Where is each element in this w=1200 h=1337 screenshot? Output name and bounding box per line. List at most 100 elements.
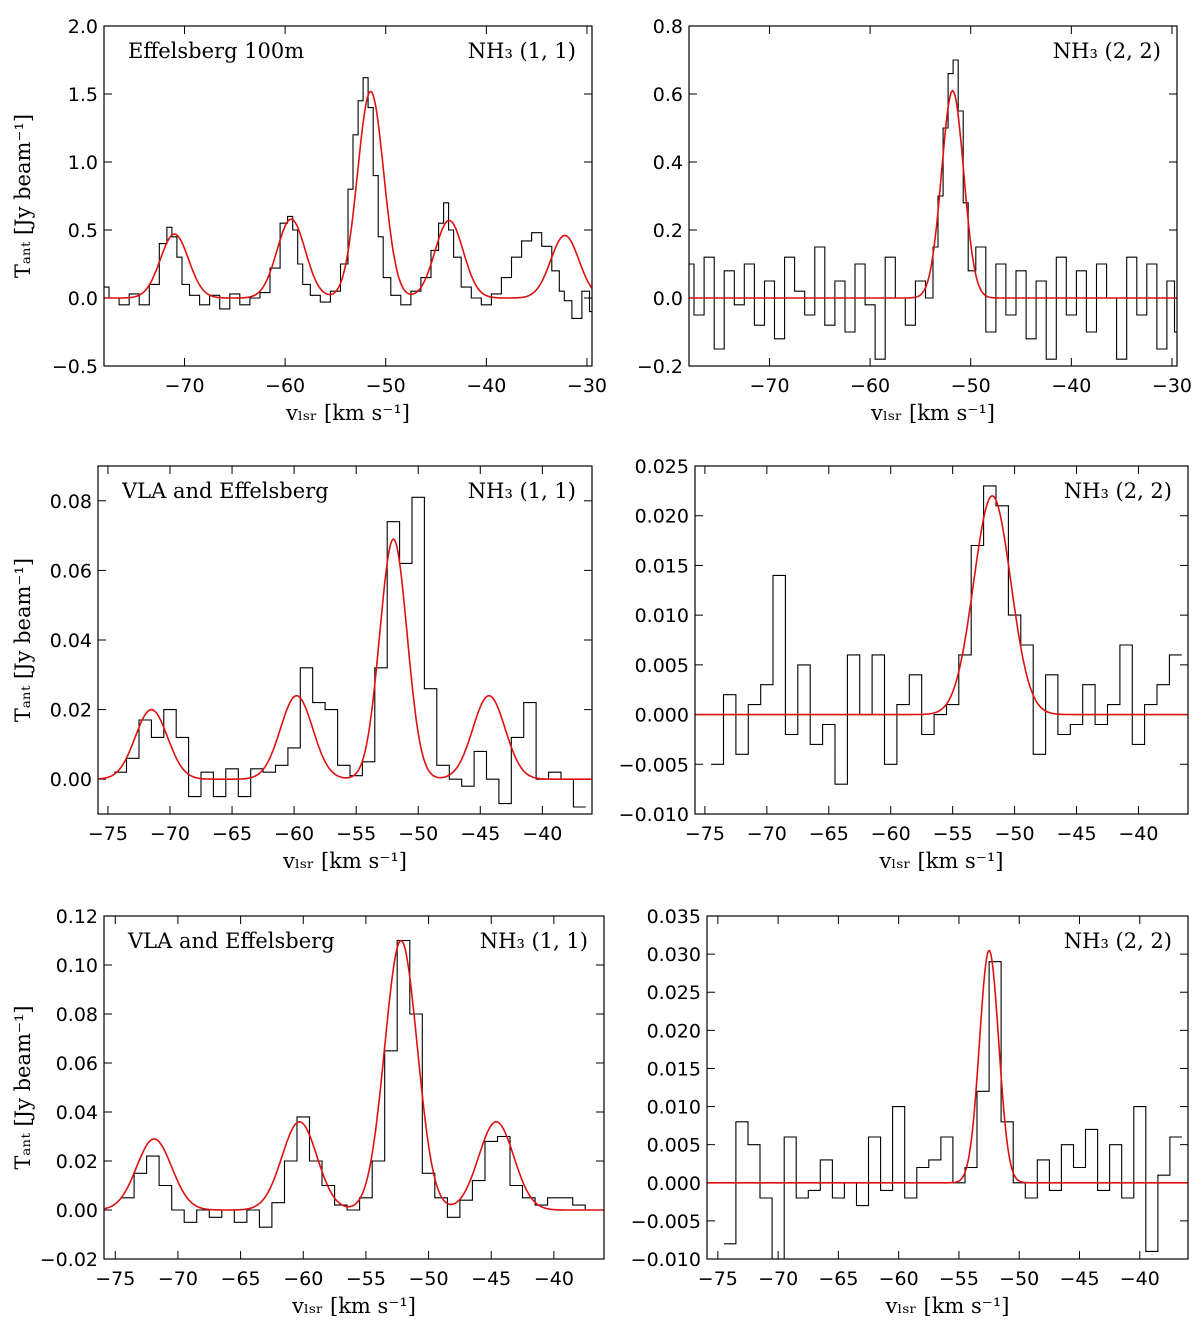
y-tick-label: −0.010 — [631, 1249, 701, 1271]
y-tick-label: 0.8 — [653, 16, 683, 38]
panel-annotation-right: NH₃ (1, 1) — [480, 929, 588, 953]
x-tick-label: −50 — [999, 1268, 1039, 1290]
x-tick-label: −45 — [1056, 823, 1096, 845]
y-tick-label: 0.08 — [56, 1004, 98, 1026]
y-axis-label: Tₐₙₜ [Jy beam⁻¹] — [11, 1005, 35, 1169]
x-tick-label: −60 — [283, 1268, 323, 1290]
panel-5: −75 −70 −65 −60 −55 −50 −45 −40 −0.02 0.00 0.02 0.0… — [11, 906, 605, 1318]
x-tick-label: −70 — [747, 823, 787, 845]
x-tick-label: −40 — [1120, 1268, 1160, 1290]
y-tick-label: 0.025 — [647, 982, 701, 1004]
observed-spectrum — [121, 939, 598, 1228]
plot-frame — [97, 465, 593, 815]
x-tick-label: −70 — [164, 375, 204, 397]
x-tick-label: −65 — [818, 1268, 858, 1290]
y-tick-label: 0.00 — [56, 1200, 98, 1222]
y-tick-label: 0.5 — [68, 220, 98, 242]
x-tick-label: −40 — [534, 1268, 574, 1290]
fit-curve — [104, 939, 604, 1211]
y-tick-label: −0.005 — [619, 754, 689, 776]
observed-spectrum — [723, 961, 1182, 1259]
panel-2: −70 −60 −50 −40 −30 −0.2 0.0 0.2 0.4 0.6 0.8 NH₃ (2… — [637, 16, 1192, 425]
y-tick-label: 0.4 — [653, 152, 683, 174]
x-tick-label: −60 — [265, 375, 305, 397]
x-tick-label: −40 — [522, 823, 562, 845]
y-tick-label: 0.10 — [56, 955, 98, 977]
y-tick-label: 0.030 — [647, 944, 701, 966]
x-tick-label: −60 — [274, 823, 314, 845]
y-tick-label: 0.04 — [56, 1102, 98, 1124]
y-tick-label: 0.000 — [635, 705, 689, 727]
y-tick-label: 0.010 — [635, 605, 689, 627]
x-tick-label: −55 — [939, 1268, 979, 1290]
y-tick-label: 0.06 — [56, 1053, 98, 1075]
panel-annotation-left: VLA and Effelsberg — [121, 479, 329, 503]
x-tick-label: −45 — [460, 823, 500, 845]
x-tick-label: −50 — [951, 375, 991, 397]
panel-4: −75 −70 −65 −60 −55 −50 −45 −40 −0.010 −0.005 0.00… — [619, 456, 1189, 873]
x-tick-label: −65 — [212, 823, 252, 845]
x-tick-label: −70 — [150, 823, 190, 845]
x-tick-label: −45 — [471, 1268, 511, 1290]
x-tick-label: −65 — [809, 823, 849, 845]
x-tick-label: −50 — [995, 823, 1035, 845]
plot-frame — [103, 25, 593, 367]
plot-frame — [688, 25, 1178, 367]
y-tick-label: 0.015 — [647, 1058, 701, 1080]
fit-curve — [104, 90, 592, 299]
panel-annotation-right: NH₃ (1, 1) — [468, 39, 576, 63]
y-tick-label: 0.06 — [50, 560, 92, 582]
x-axis-label: vₗₛᵣ [km s⁻¹] — [282, 849, 407, 873]
panel-annotation-right: NH₃ (2, 2) — [1053, 39, 1161, 63]
observed-spectrum — [114, 496, 586, 808]
x-tick-label: −50 — [366, 375, 406, 397]
y-tick-label: 0.020 — [635, 506, 689, 528]
y-tick-label: 0.005 — [647, 1135, 701, 1157]
x-axis-label: vₗₛᵣ [km s⁻¹] — [885, 1294, 1010, 1318]
x-tick-label: −45 — [1059, 1268, 1099, 1290]
y-tick-label: 0.0 — [68, 288, 98, 310]
y-tick-label: 0.00 — [50, 769, 92, 791]
x-tick-label: −60 — [871, 823, 911, 845]
y-axis-label: Tₐₙₜ [Jy beam⁻¹] — [11, 114, 35, 278]
x-tick-label: −60 — [879, 1268, 919, 1290]
x-tick-label: −75 — [698, 1268, 738, 1290]
x-tick-label: −40 — [1118, 823, 1158, 845]
panel-annotation-left: Effelsberg 100m — [128, 39, 304, 63]
x-tick-label: −40 — [466, 375, 506, 397]
y-tick-label: 0.000 — [647, 1173, 701, 1195]
y-tick-label: 0.0 — [653, 288, 683, 310]
y-tick-label: −0.010 — [619, 804, 689, 826]
x-tick-label: −30 — [567, 375, 607, 397]
y-tick-label: 1.0 — [68, 152, 98, 174]
panel-3: −75 −70 −65 −60 −55 −50 −45 −40 0.00 0.02 0.04 0.06… — [11, 465, 593, 873]
y-tick-label: −0.5 — [52, 356, 98, 378]
y-tick-label: 0.005 — [635, 655, 689, 677]
x-tick-label: −60 — [850, 375, 890, 397]
y-tick-label: 0.2 — [653, 220, 683, 242]
panel-6: −75 −70 −65 −60 −55 −50 −45 −40 −0.010 −0.005 0.00… — [631, 906, 1189, 1318]
y-tick-label: 2.0 — [68, 16, 98, 38]
observed-spectrum — [689, 59, 1177, 360]
x-axis-label: vₗₛᵣ [km s⁻¹] — [879, 849, 1004, 873]
y-tick-label: 0.6 — [653, 84, 683, 106]
x-tick-label: −50 — [409, 1268, 449, 1290]
panel-annotation-right: NH₃ (1, 1) — [468, 479, 576, 503]
y-tick-label: 0.035 — [647, 906, 701, 928]
x-tick-label: −55 — [336, 823, 376, 845]
panel-annotation-left: VLA and Effelsberg — [127, 929, 335, 953]
x-axis-label: vₗₛᵣ [km s⁻¹] — [285, 401, 410, 425]
x-tick-label: −70 — [158, 1268, 198, 1290]
y-tick-label: 0.08 — [50, 491, 92, 513]
y-tick-label: 0.025 — [635, 456, 689, 478]
y-tick-label: 0.04 — [50, 630, 92, 652]
x-tick-label: −75 — [95, 1268, 135, 1290]
x-tick-label: −70 — [758, 1268, 798, 1290]
observed-spectrum — [711, 485, 1182, 785]
fit-curve — [707, 949, 1188, 1184]
x-tick-label: −30 — [1152, 375, 1192, 397]
fit-curve — [689, 89, 1177, 299]
panel-annotation-right: NH₃ (2, 2) — [1064, 929, 1172, 953]
y-tick-label: −0.2 — [637, 356, 683, 378]
